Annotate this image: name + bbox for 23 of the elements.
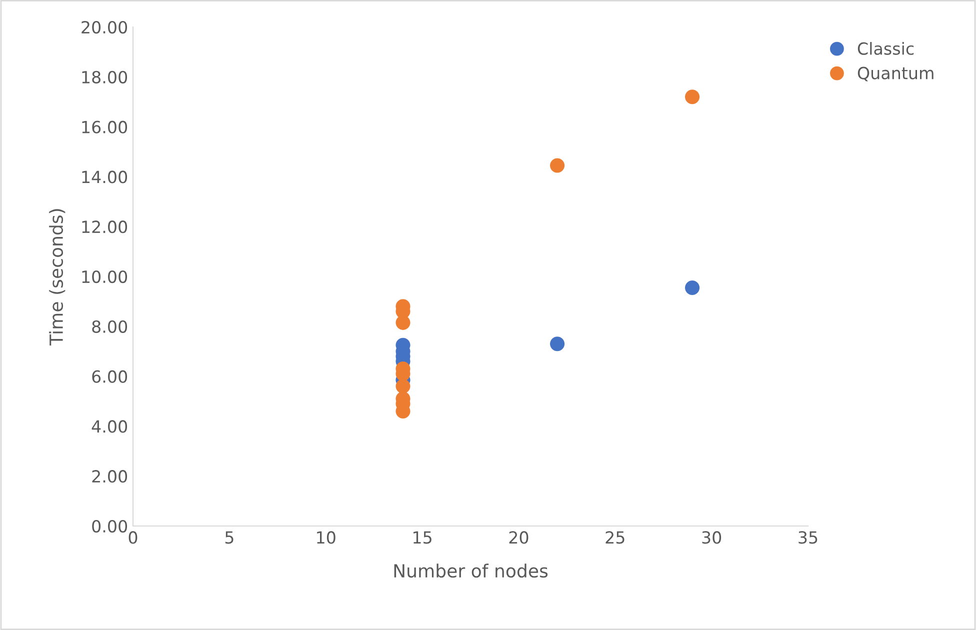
y-tick-label: 6.00 (92, 370, 128, 383)
x-tick-label: 10 (317, 531, 336, 544)
y-tick-label: 14.00 (82, 170, 128, 184)
x-tick-label: 5 (225, 531, 234, 544)
x-tick-label: 15 (414, 531, 432, 544)
x-tick-label: 25 (606, 531, 624, 544)
y-tick-label: 12.00 (82, 220, 128, 234)
y-tick-label: 4.00 (92, 420, 128, 433)
y-tick-label: 10.00 (82, 270, 128, 284)
y-tick-label: 16.00 (82, 120, 128, 134)
legend-label: Classic (858, 42, 914, 55)
legend-label: Quantum (858, 66, 934, 82)
y-tick-label: 18.00 (82, 70, 128, 84)
x-tick-label: 30 (702, 531, 722, 544)
x-tick-label: 35 (798, 531, 818, 544)
x-axis-title: Number of nodes (394, 564, 548, 578)
y-tick-label: 20.00 (82, 20, 128, 34)
x-tick-label: 20 (509, 531, 528, 544)
y-tick-label: 0.00 (92, 520, 128, 533)
y-tick-label: 8.00 (92, 320, 128, 333)
x-tick-label: 0 (128, 531, 138, 544)
y-axis-title: Time (seconds) (49, 209, 66, 346)
y-tick-label: 2.00 (92, 470, 128, 483)
